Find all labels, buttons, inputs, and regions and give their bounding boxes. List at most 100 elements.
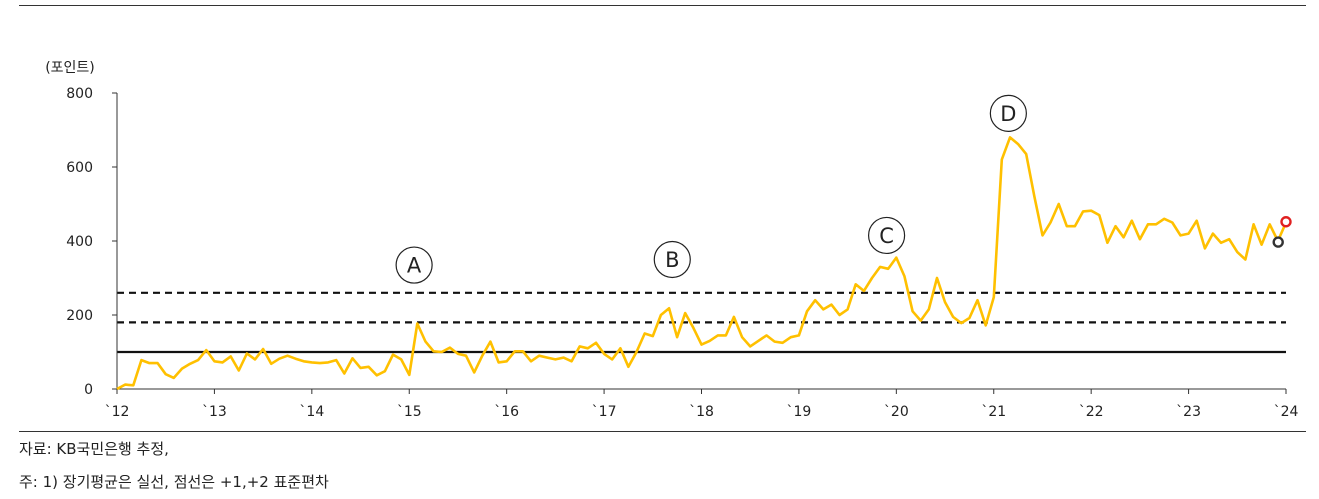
- data-point: [700, 343, 702, 345]
- top-rule: [19, 5, 1306, 6]
- data-point: [270, 363, 272, 365]
- data-point: [124, 383, 126, 385]
- data-point: [1058, 203, 1060, 205]
- data-point: [1041, 234, 1043, 236]
- data-point: [440, 351, 442, 353]
- data-point: [570, 360, 572, 362]
- data-point: [928, 308, 930, 310]
- x-tick-label: `22: [1079, 404, 1104, 420]
- x-tick-label: `13: [202, 404, 227, 420]
- data-point: [1260, 244, 1262, 246]
- data-point: [830, 303, 832, 305]
- data-point: [221, 361, 223, 363]
- data-point: [1106, 242, 1108, 244]
- data-point: [660, 314, 662, 316]
- x-tick-label: `20: [884, 404, 909, 420]
- data-point: [781, 342, 783, 344]
- data-point: [846, 308, 848, 310]
- x-tick-label: `14: [299, 404, 324, 420]
- x-tick-label: `23: [1176, 404, 1201, 420]
- data-point: [229, 355, 231, 357]
- data-point: [546, 356, 548, 358]
- data-point: [359, 367, 361, 369]
- data-point: [1212, 232, 1214, 234]
- annotation-label: D: [1000, 102, 1016, 126]
- annotation-label: B: [665, 248, 679, 272]
- data-point: [400, 358, 402, 360]
- data-point: [1155, 223, 1157, 225]
- data-point: [903, 275, 905, 277]
- data-point: [1122, 236, 1124, 238]
- data-point: [522, 350, 524, 352]
- data-point: [173, 377, 175, 379]
- data-point: [1066, 225, 1068, 227]
- data-point: [343, 372, 345, 374]
- data-point: [1114, 225, 1116, 227]
- data-point: [205, 349, 207, 351]
- data-point: [725, 334, 727, 336]
- data-point: [838, 314, 840, 316]
- data-point: [1033, 195, 1035, 197]
- data-point: [960, 322, 962, 324]
- data-point: [895, 256, 897, 258]
- data-point: [286, 355, 288, 357]
- data-point: [514, 350, 516, 352]
- data-point: [1098, 214, 1100, 216]
- data-point: [936, 277, 938, 279]
- data-point: [140, 359, 142, 361]
- data-point: [562, 356, 564, 358]
- data-point: [1009, 136, 1011, 138]
- data-point: [481, 355, 483, 357]
- y-tick-label: 0: [84, 382, 93, 398]
- data-point: [757, 340, 759, 342]
- data-point: [181, 367, 183, 369]
- data-point: [294, 357, 296, 359]
- data-point: [156, 362, 158, 364]
- data-point: [189, 363, 191, 365]
- data-point: [619, 347, 621, 349]
- data-point: [855, 283, 857, 285]
- data-point: [457, 353, 459, 355]
- data-point: [238, 369, 240, 371]
- data-point: [351, 357, 353, 359]
- data-point: [587, 347, 589, 349]
- data-point: [1131, 219, 1133, 221]
- data-point: [449, 346, 451, 348]
- data-point: [790, 336, 792, 338]
- data-point: [717, 334, 719, 336]
- data-point: [165, 373, 167, 375]
- data-point: [627, 366, 629, 368]
- data-point: [538, 355, 540, 357]
- data-point: [335, 359, 337, 361]
- data-point: [416, 322, 418, 324]
- x-tick-label: `19: [787, 404, 812, 420]
- data-point: [1204, 247, 1206, 249]
- data-point: [392, 353, 394, 355]
- data-point: [911, 310, 913, 312]
- data-point: [465, 355, 467, 357]
- data-point: [1049, 221, 1051, 223]
- data-point: [1244, 258, 1246, 260]
- annotation-circle: [989, 94, 1027, 132]
- data-point: [554, 358, 556, 360]
- data-point: [311, 361, 313, 363]
- data-point: [327, 361, 329, 363]
- data-point: [1074, 225, 1076, 227]
- data-point: [384, 370, 386, 372]
- data-point: [871, 277, 873, 279]
- data-point: [652, 335, 654, 337]
- data-point: [1252, 223, 1254, 225]
- data-point: [993, 296, 995, 298]
- data-point: [579, 345, 581, 347]
- data-point: [984, 324, 986, 326]
- data-point: [1187, 232, 1189, 234]
- x-tick-label: `12: [105, 404, 130, 420]
- data-point: [408, 374, 410, 376]
- data-point: [1090, 209, 1092, 211]
- data-point: [278, 357, 280, 359]
- data-point: [749, 345, 751, 347]
- data-point: [822, 308, 824, 310]
- data-point: [741, 336, 743, 338]
- data-point: [806, 310, 808, 312]
- y-tick-label: 200: [66, 308, 93, 324]
